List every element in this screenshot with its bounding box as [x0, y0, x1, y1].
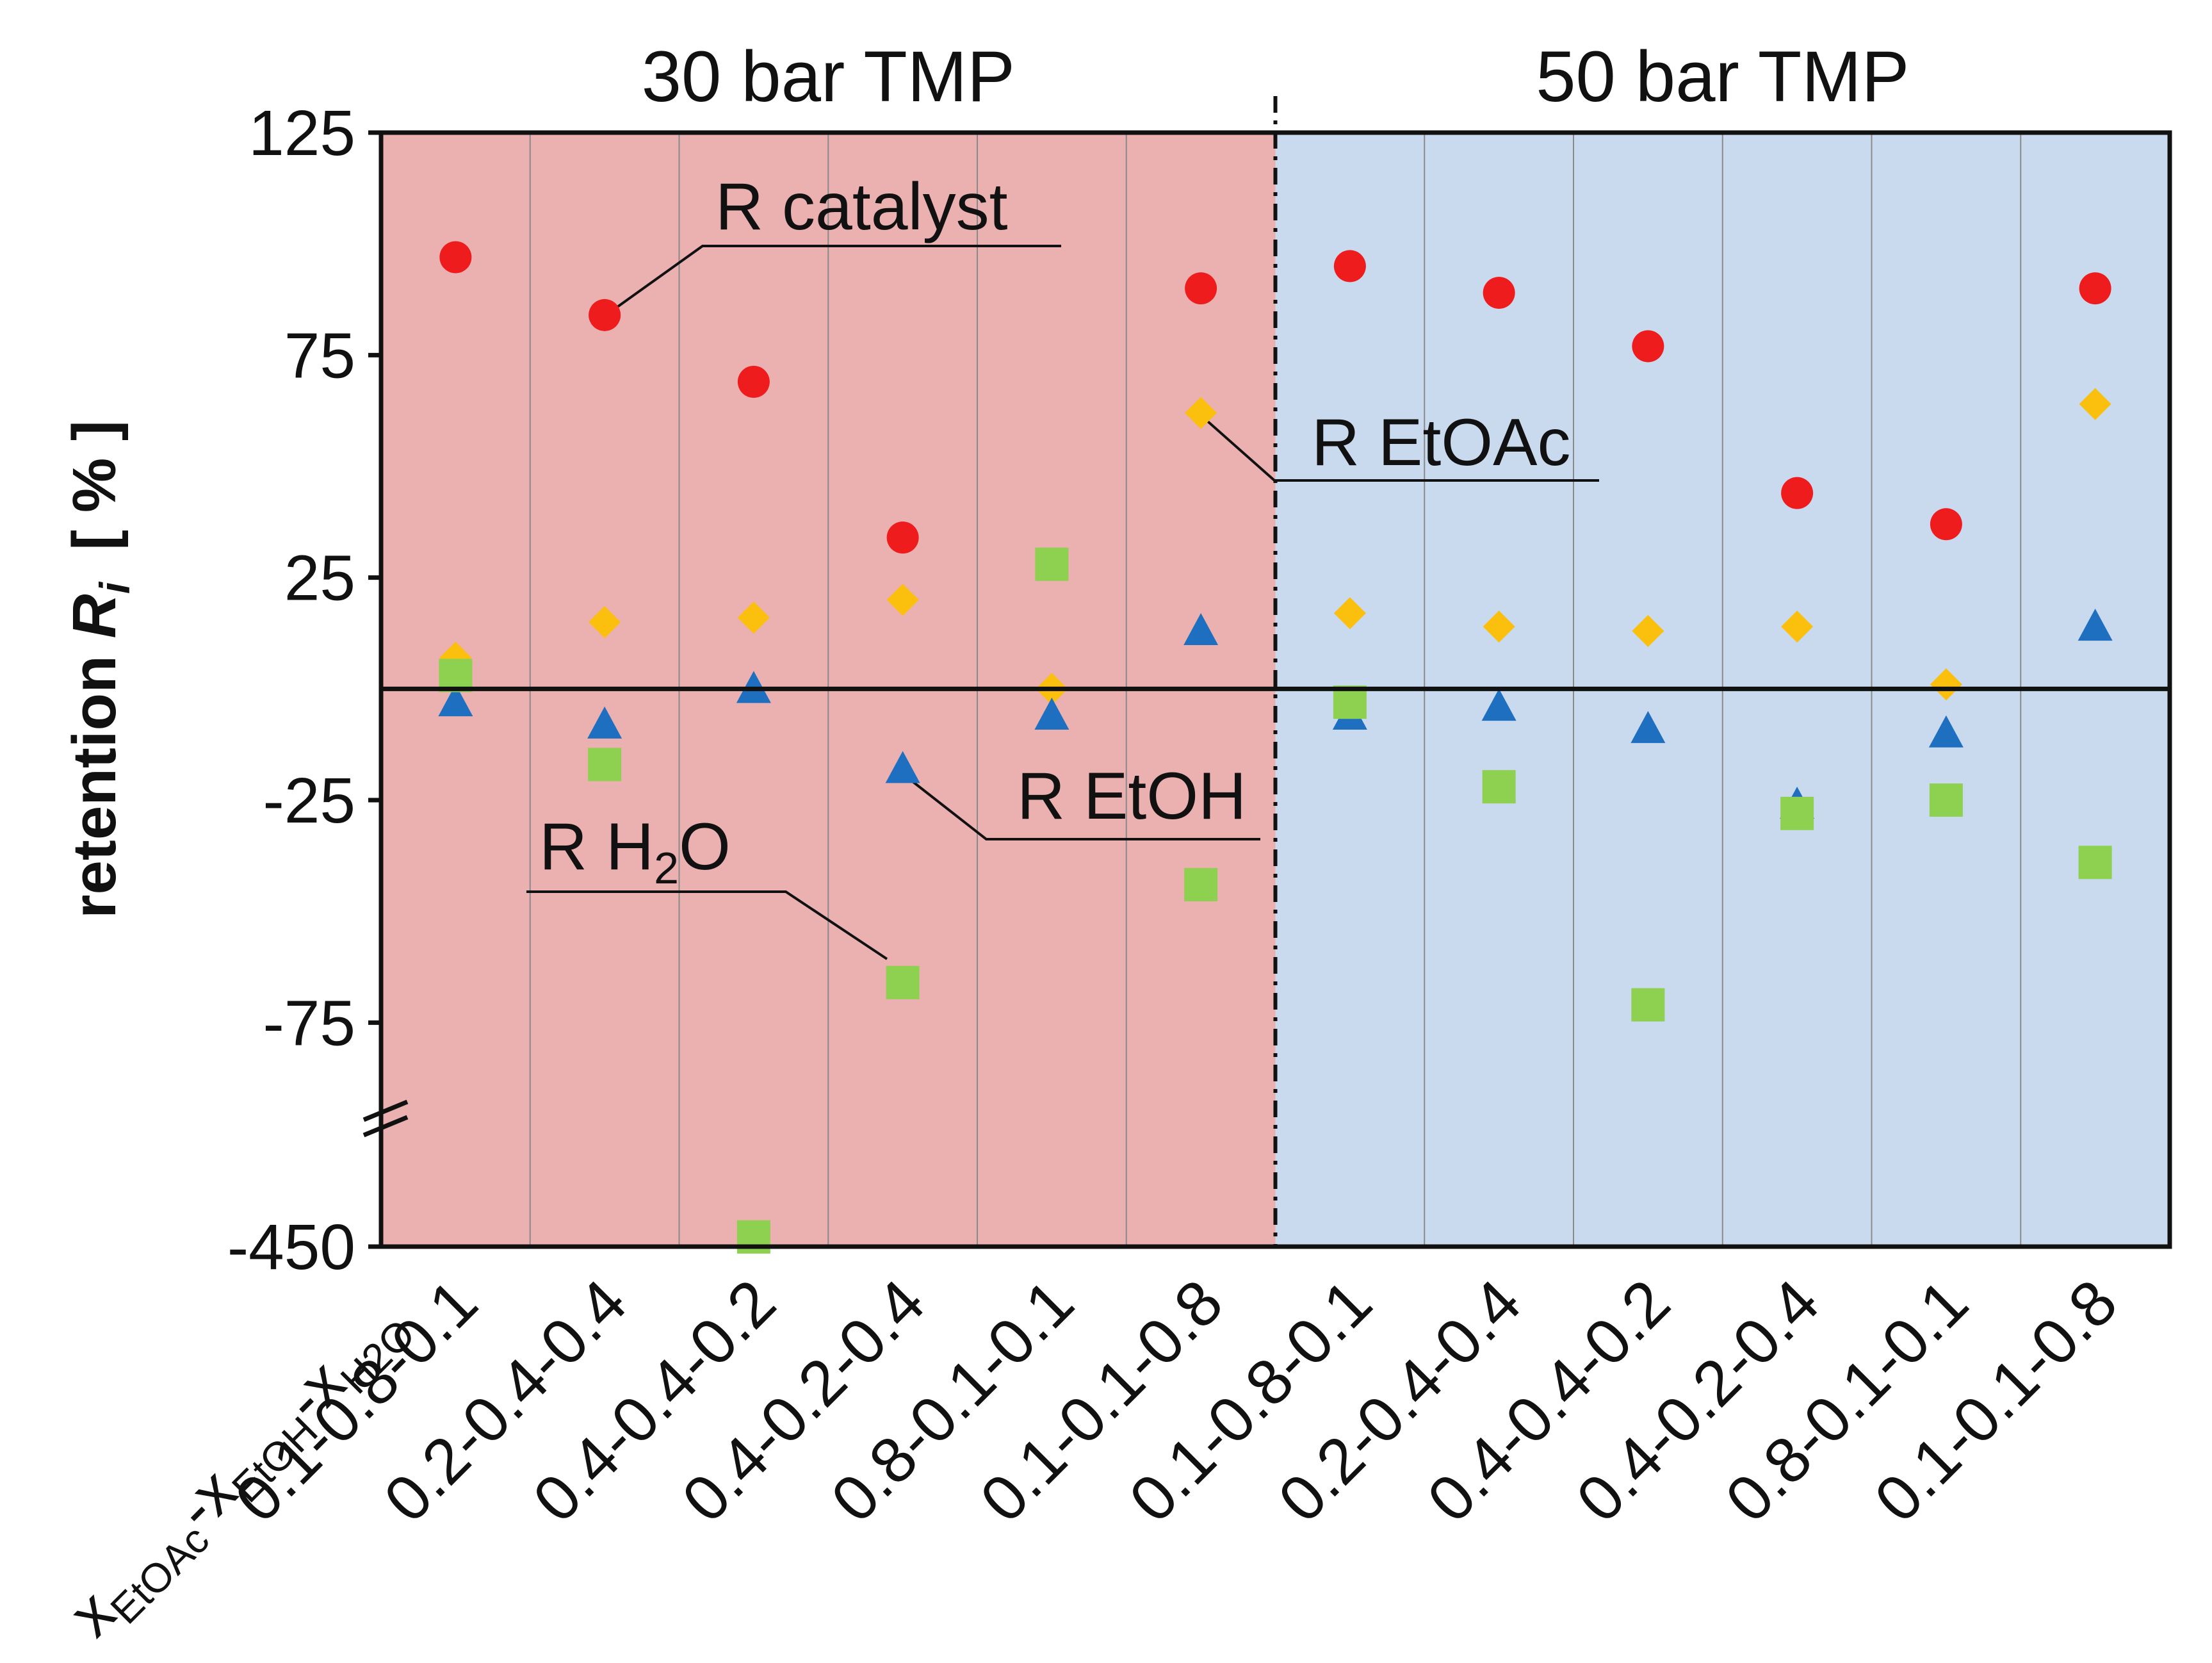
point-r-etoac-11: [2079, 388, 2111, 420]
callout-label-etoh: R EtOH: [1017, 759, 1246, 833]
point-r-etoh-8: [1631, 710, 1666, 743]
point-r-etoac-8: [1632, 615, 1664, 648]
y-tick-label: -450: [227, 1211, 355, 1283]
point-r-etoh-5: [1183, 613, 1219, 646]
callout-line-etoh: [897, 769, 1260, 840]
point-r-h2o-9: [1780, 796, 1814, 830]
point-r-catalyst-11: [2079, 272, 2111, 305]
point-r-etoac-5: [1185, 397, 1217, 429]
point-r-h2o-6: [1333, 685, 1367, 719]
point-r-h2o-7: [1482, 770, 1516, 804]
point-r-etoac-10: [1930, 668, 1962, 701]
point-r-catalyst-8: [1632, 330, 1664, 363]
callout-label-h2o: R H2O: [539, 810, 731, 893]
y-tick-label: -75: [263, 987, 355, 1059]
point-r-catalyst-1: [589, 299, 621, 331]
point-r-etoac-2: [737, 602, 770, 634]
point-r-etoh-3: [885, 751, 920, 783]
x-category-labels: 0.1-0.8-0.10.2-0.4-0.40.4-0.4-0.20.4-0.2…: [222, 1266, 2131, 1536]
panel-title-50bar: 50 bar TMP: [1536, 37, 1909, 117]
y-tick-label: -25: [263, 765, 355, 837]
point-r-etoac-6: [1333, 597, 1366, 630]
point-r-etoh-11: [2078, 609, 2113, 641]
point-r-etoh-7: [1481, 689, 1517, 721]
point-r-etoh-0: [438, 684, 473, 717]
point-r-catalyst-2: [737, 366, 770, 398]
callout-label-catalyst: R catalyst: [715, 170, 1008, 244]
panel-title-30bar: 30 bar TMP: [642, 37, 1015, 117]
y-axis-ticks: 125 75 25 -25 -75 -450: [227, 97, 381, 1283]
point-r-h2o-11: [2078, 846, 2112, 880]
point-r-h2o-8: [1631, 988, 1665, 1022]
point-r-etoh-4: [1034, 698, 1069, 730]
data-points: [438, 241, 2113, 1254]
point-r-h2o-3: [886, 965, 920, 999]
point-r-h2o-5: [1184, 867, 1218, 901]
point-r-h2o-1: [588, 748, 622, 782]
point-r-catalyst-0: [439, 241, 472, 274]
point-r-etoh-10: [1928, 715, 1964, 748]
point-r-catalyst-6: [1333, 250, 1366, 283]
point-r-catalyst-5: [1185, 272, 1217, 305]
point-r-catalyst-9: [1781, 477, 1814, 509]
y-axis-label: retention Ri[ % ]: [60, 420, 138, 919]
axis-break-mark: [362, 1099, 409, 1138]
point-r-h2o-4: [1035, 547, 1069, 581]
point-r-etoh-1: [587, 706, 622, 739]
y-tick-label: 75: [284, 320, 355, 391]
point-r-catalyst-10: [1930, 508, 1962, 541]
point-r-catalyst-3: [886, 521, 919, 554]
point-r-h2o-10: [1929, 783, 1963, 817]
point-r-etoac-3: [886, 584, 919, 616]
point-r-etoac-1: [589, 606, 621, 639]
point-r-catalyst-7: [1483, 277, 1515, 309]
point-r-etoac-7: [1483, 610, 1515, 643]
y-tick-label: 125: [248, 97, 355, 169]
point-r-etoac-9: [1781, 610, 1814, 643]
callout-line-catalyst: [614, 245, 1061, 310]
callout-label-etoac: R EtOAc: [1312, 406, 1571, 480]
y-tick-label: 25: [284, 543, 355, 614]
callout-line-h2o: [526, 890, 888, 960]
point-r-h2o-0: [439, 659, 473, 692]
